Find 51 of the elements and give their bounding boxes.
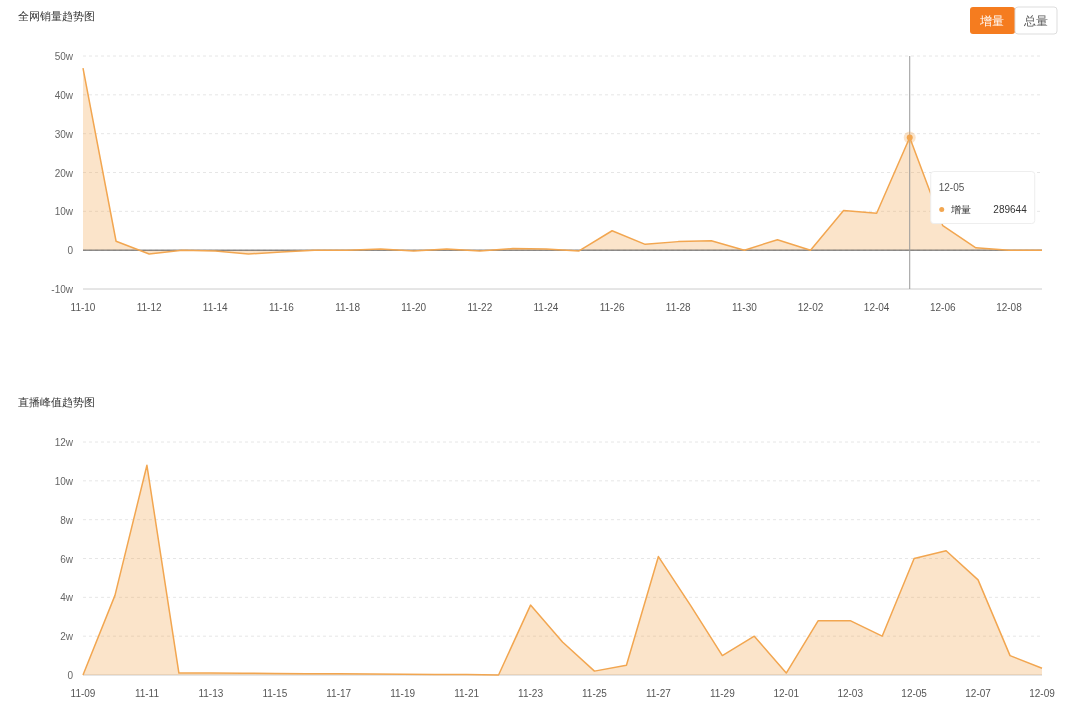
x-tick-label: 11-23 (518, 688, 544, 699)
y-tick-label: 8w (60, 514, 74, 526)
chart-title: 全网销量趋势图 (18, 10, 95, 22)
x-tick-label: 11-14 (202, 302, 229, 313)
x-tick-label: 12-08 (996, 302, 1023, 313)
annotation: 12-05 (938, 181, 965, 193)
x-tick-label: 12-01 (773, 688, 800, 699)
x-tick-label: 11-16 (268, 302, 295, 313)
x-tick-label: 11-15 (262, 688, 288, 699)
y-tick-label: 0 (67, 245, 74, 257)
x-tick-label: 11-20 (401, 302, 427, 313)
x-tick-label: 11-12 (136, 302, 162, 313)
x-tick-label: 11-09 (70, 688, 96, 699)
y-tick-label: 50w (54, 51, 74, 62)
x-tick-label: 12-07 (965, 688, 992, 699)
x-tick-label: 11-27 (645, 688, 672, 699)
x-tick-label: 11-19 (390, 688, 416, 699)
y-tick-label: 40w (54, 89, 74, 101)
y-tick-label: 12w (54, 437, 74, 448)
y-tick-label: 30w (54, 128, 74, 140)
x-tick-label: 11-17 (326, 688, 352, 699)
x-tick-label: 12-05 (901, 688, 928, 699)
y-tick-label: -10w (51, 284, 74, 295)
chart-title: 直播峰值趋势图 (18, 396, 95, 408)
y-tick-label: 20w (54, 167, 74, 179)
x-tick-label: 11-29 (709, 688, 736, 699)
x-tick-label: 11-28 (665, 302, 692, 313)
y-tick-label: 10w (54, 206, 74, 218)
x-tick-label: 12-04 (863, 302, 890, 313)
x-tick-label: 12-02 (797, 302, 824, 313)
x-tick-label: 11-24 (533, 302, 559, 313)
x-tick-label: 11-11 (134, 688, 160, 699)
x-tick-label: 11-30 (731, 302, 758, 313)
x-tick-label: 11-18 (335, 302, 361, 313)
x-tick-label: 12-03 (837, 688, 864, 699)
y-tick-label: 0 (67, 670, 74, 681)
annotation: 增量 (949, 203, 971, 215)
x-tick-label: 11-22 (467, 302, 493, 313)
x-tick-label: 11-13 (198, 688, 224, 699)
x-tick-label: 12-09 (1029, 688, 1056, 699)
y-tick-label: 6w (60, 553, 74, 565)
x-tick-label: 11-21 (454, 688, 480, 699)
x-tick-label: 11-25 (582, 688, 608, 699)
annotation: 289644 (993, 203, 1028, 215)
x-tick-label: 11-26 (599, 302, 625, 313)
tooltip: 12-05 增量 289644 (930, 171, 1036, 225)
x-tick-label: 11-10 (70, 302, 96, 313)
x-tick-label: 12-06 (930, 302, 957, 313)
y-tick-label: 2w (60, 631, 74, 643)
y-tick-label: 10w (54, 475, 74, 487)
y-tick-label: 4w (60, 592, 74, 604)
